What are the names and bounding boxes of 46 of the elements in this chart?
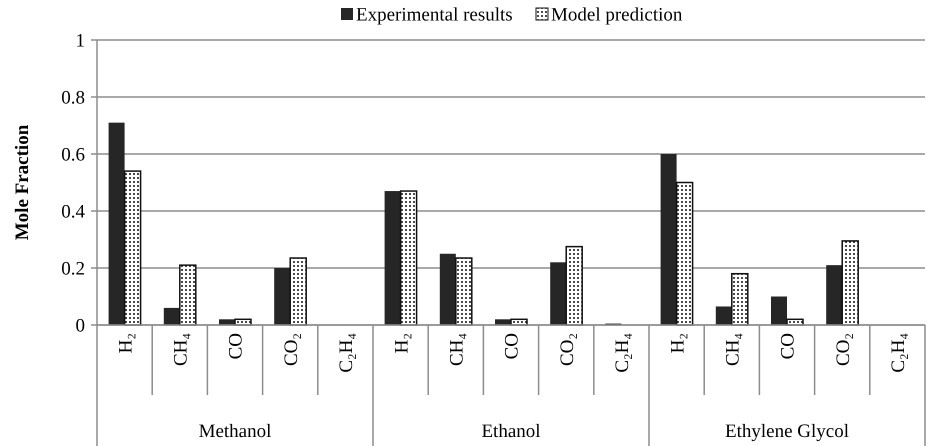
bar [731, 272, 749, 326]
y-tick-label: 1 [76, 30, 85, 52]
bar [108, 122, 125, 325]
x-tick-label: C₂H₄ [612, 333, 634, 373]
bar [274, 268, 290, 325]
legend-label: Experimental results [356, 4, 513, 26]
x-tick-label: H₂ [115, 333, 136, 354]
y-tick-label: 0 [76, 316, 85, 337]
bar [565, 246, 583, 326]
bar [716, 306, 732, 325]
bar [289, 257, 307, 326]
x-tick-label: CO [226, 333, 247, 360]
x-tick-label: C₂H₄ [336, 333, 358, 373]
x-tick-label: CH₄ [446, 333, 468, 366]
bar [841, 240, 859, 326]
bar [440, 254, 456, 325]
x-tick-label: H₂ [391, 333, 412, 354]
x-tick-label: CO [778, 333, 799, 360]
text: Ethylene Glycol [725, 421, 849, 442]
bar [676, 182, 694, 326]
y-axis-title: Mole Fraction [12, 124, 33, 240]
x-tick-label: CO₂ [556, 333, 578, 366]
bar [164, 308, 180, 325]
bar [771, 296, 787, 325]
x-tick-label: CO [502, 333, 523, 360]
bar [179, 264, 197, 326]
x-tick-label: H₂ [667, 333, 688, 354]
x-tick-label: CH₄ [170, 333, 192, 366]
bar [124, 170, 142, 326]
x-tick-label: CO₂ [832, 333, 854, 366]
bar [826, 265, 842, 325]
x-tick-label: C₂H₄ [888, 333, 910, 373]
x-tick-label: CO₂ [280, 333, 302, 366]
y-tick-label: 0.8 [61, 88, 85, 109]
y-tick-label: 0.4 [61, 202, 86, 223]
bar [400, 190, 418, 326]
text: Methanol [198, 421, 272, 442]
bar [660, 154, 677, 325]
text: Ethanol [481, 421, 541, 442]
y-tick-label: 0.6 [61, 144, 85, 166]
bar [550, 262, 566, 325]
bar [455, 257, 473, 326]
bar [384, 191, 401, 325]
y-tick-label: 0.2 [61, 258, 85, 280]
x-tick-label: CH₄ [722, 333, 744, 366]
legend-label: Model prediction [551, 4, 683, 26]
